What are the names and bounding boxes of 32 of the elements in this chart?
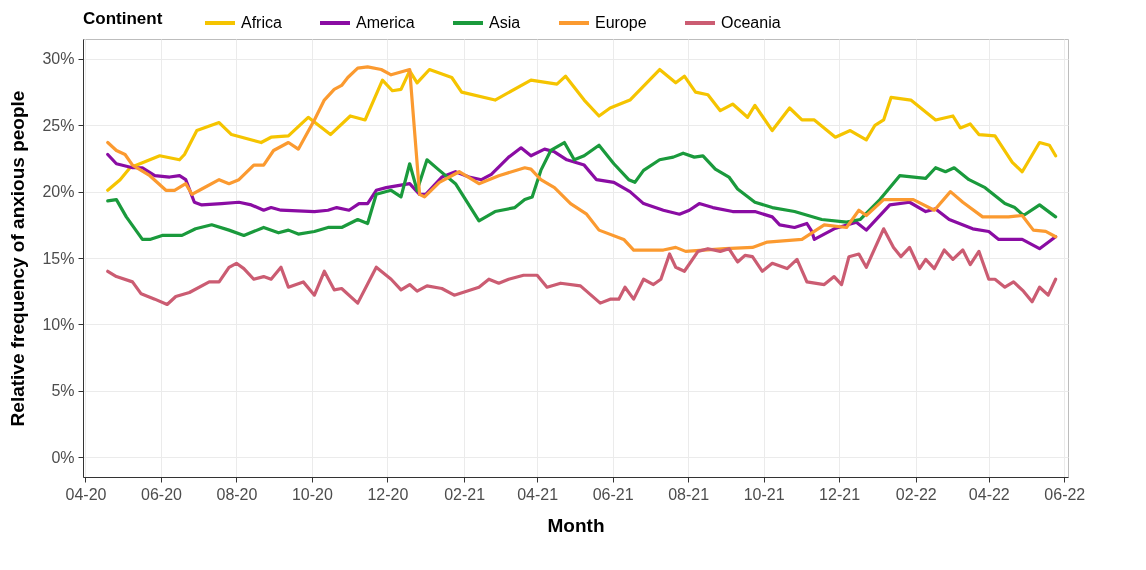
- y-tick-label: 25%: [42, 116, 75, 134]
- y-tick-label: 10%: [42, 315, 75, 333]
- x-tick-label: 04-21: [517, 485, 559, 503]
- legend-label: America: [356, 14, 415, 31]
- line-series: [106, 227, 1058, 307]
- legend-title: Continent: [83, 9, 163, 28]
- y-tick-label: 15%: [42, 249, 75, 267]
- legend-label: Europe: [595, 14, 647, 31]
- x-tick-label: 06-22: [1044, 485, 1086, 503]
- x-tick-label: 06-21: [592, 485, 634, 503]
- x-tick-label: 04-20: [65, 485, 107, 503]
- x-tick-label: 08-20: [216, 485, 258, 503]
- x-tick-label: 12-20: [367, 485, 409, 503]
- x-tick-label: 02-22: [895, 485, 937, 503]
- legend-label: Oceania: [721, 14, 781, 31]
- legend-label: Africa: [241, 14, 282, 31]
- x-tick-label: 12-21: [819, 485, 861, 503]
- x-tick-label: 04-22: [968, 485, 1010, 503]
- x-tick-label: 08-21: [668, 485, 710, 503]
- x-tick-label: 02-21: [444, 485, 486, 503]
- y-tick-label: 20%: [42, 183, 75, 201]
- x-tick-label: 10-21: [743, 485, 785, 503]
- y-tick-label: 30%: [42, 50, 75, 68]
- line-series: [106, 67, 1058, 192]
- y-tick-label: 5%: [51, 382, 75, 400]
- line-series: [106, 65, 1058, 253]
- x-tick-label: 06-20: [141, 485, 183, 503]
- y-axis-title: Relative frequency of anxious people: [7, 90, 29, 427]
- x-tick-label: 10-20: [291, 485, 333, 503]
- legend-label: Asia: [489, 14, 521, 31]
- y-tick-label: 0%: [51, 448, 75, 466]
- x-axis-title: Month: [547, 514, 605, 536]
